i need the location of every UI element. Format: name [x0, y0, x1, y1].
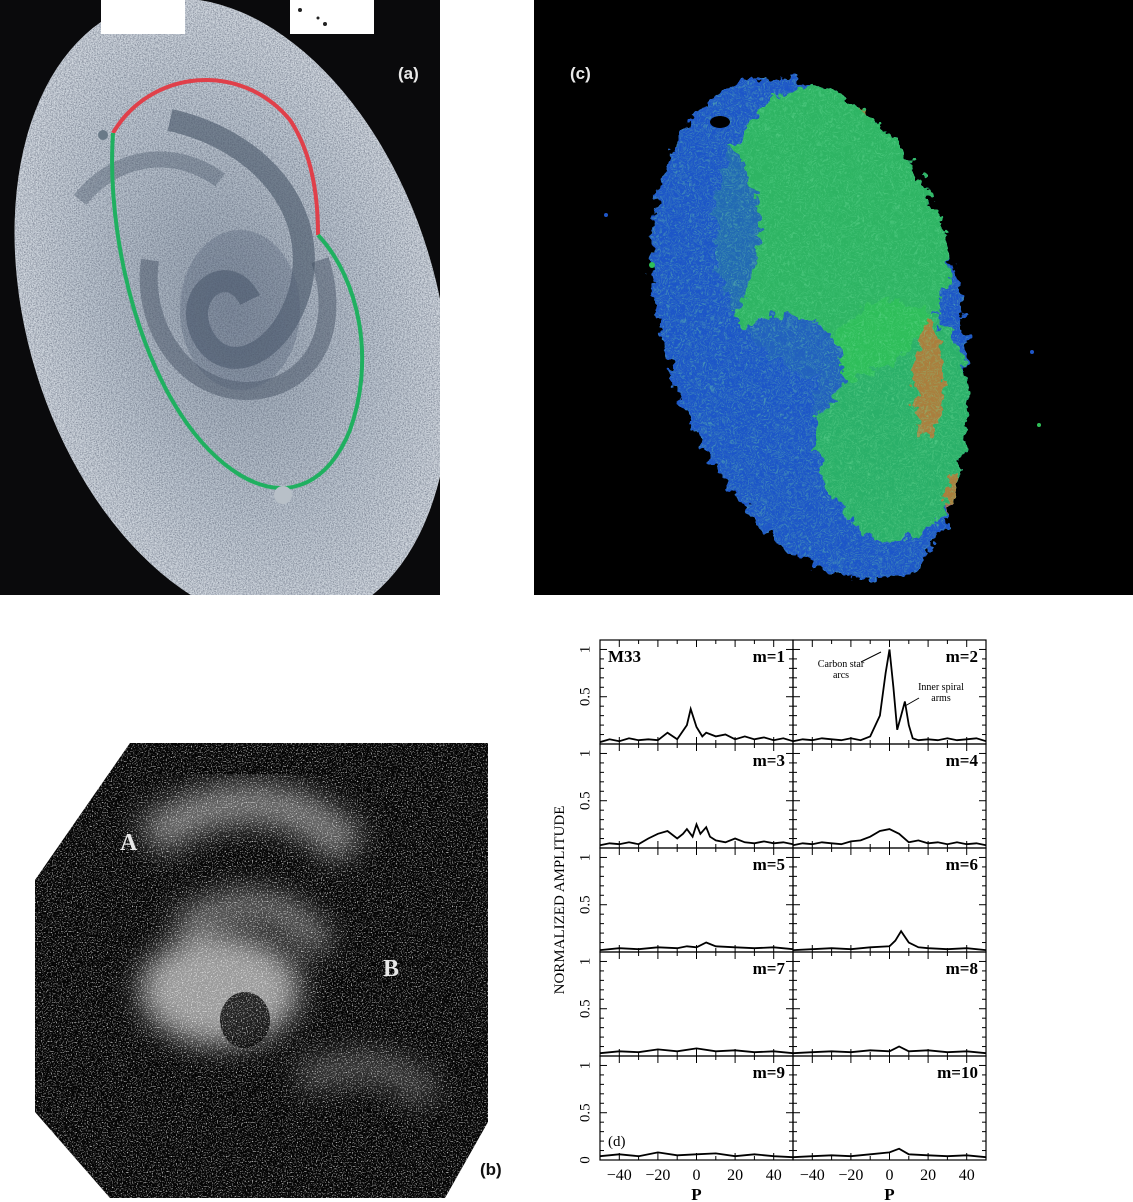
series-label: m=4	[946, 751, 979, 770]
y-tick-label: 0.5	[577, 687, 593, 706]
annotation-inner-spiral: arms	[931, 693, 951, 704]
x-tick-label: 20	[727, 1167, 743, 1184]
series-label: m=1	[753, 647, 785, 666]
y-tick-label: 0.5	[577, 895, 593, 914]
galaxy-name-label: M33	[608, 647, 641, 666]
series-label: m=7	[753, 959, 786, 978]
x-tick-label: −20	[645, 1167, 670, 1184]
series-line-m10	[792, 1147, 987, 1159]
series-label: m=2	[946, 647, 978, 666]
y-tick-label: 1	[577, 1062, 593, 1070]
series-line-m6	[792, 929, 987, 951]
series-line-m4	[792, 828, 987, 847]
region-label-b: B	[383, 956, 400, 982]
y-tick-label: 1	[577, 750, 593, 758]
series-line-m7	[599, 1047, 794, 1055]
foreground-star	[98, 130, 108, 140]
ellipse-upper-arc	[111, 78, 320, 236]
series-label: m=10	[937, 1063, 978, 1082]
panel-c-canvas	[604, 77, 1041, 578]
panel-a-galaxy-image: (a)	[0, 0, 440, 595]
x-tick-label: 20	[920, 1167, 936, 1184]
series-line-m9	[599, 1151, 794, 1159]
series-label: m=9	[753, 1063, 785, 1082]
series-line-m8	[792, 1045, 987, 1055]
series-label: m=8	[946, 959, 978, 978]
annotation-arrow	[904, 697, 920, 707]
series-line-m3	[599, 821, 794, 847]
panel-c-color-map: (c)	[534, 0, 1133, 595]
y-axis-label: NORMALIZED AMPLITUDE	[552, 806, 568, 995]
x-tick-label: 0	[886, 1167, 894, 1184]
series-line-m5	[599, 941, 794, 951]
x-axis-label: P	[691, 1185, 701, 1202]
x-axis-label: P	[884, 1185, 894, 1202]
x-tick-label: −40	[800, 1167, 825, 1184]
annotation-carbon-star: Carbon star	[818, 659, 865, 670]
panel-label-c: (c)	[570, 64, 591, 83]
panel-a-canvas	[14, 0, 440, 595]
y-tick-label: 0.5	[577, 1103, 593, 1122]
y-tick-label: 0	[577, 1156, 593, 1164]
series-line-m2	[792, 649, 987, 743]
y-tick-label: 1	[577, 958, 593, 966]
panel-label-a: (a)	[398, 64, 419, 83]
x-tick-label: 40	[766, 1167, 782, 1184]
series-label: m=3	[753, 751, 785, 770]
y-tick-label: 1	[577, 854, 593, 862]
series-label: m=6	[946, 855, 978, 874]
plate-label-patch	[290, 0, 374, 34]
annotation-carbon-star: arcs	[833, 670, 849, 681]
annotation-arrow	[860, 651, 882, 663]
x-tick-label: −40	[607, 1167, 632, 1184]
y-tick-label: 0.5	[577, 999, 593, 1018]
spectra-chart-svg: 0.5 1 m=1 m=2 0.5 1 m=3 m=4 0.5 1 m=5 m=6 0.5 1 m=7 m=8…	[552, 639, 987, 1202]
plate-label-patch	[101, 0, 185, 34]
y-tick-label: 0.5	[577, 791, 593, 810]
x-tick-label: 0	[693, 1167, 701, 1184]
series-line-m1	[599, 705, 794, 743]
series-label: m=5	[753, 855, 785, 874]
region-label-a: A	[120, 830, 138, 856]
masked-star	[710, 116, 730, 128]
foreground-star	[274, 486, 292, 504]
x-tick-label: 40	[959, 1167, 975, 1184]
panel-d-spectra-chart: 0.5 1 m=1 m=2 0.5 1 m=3 m=4 0.5 1 m=5 m=6 0.5 1 m=7 m=8…	[550, 630, 1133, 1202]
panel-b-canvas	[35, 743, 488, 1198]
y-tick-label: 1	[577, 646, 593, 654]
x-tick-label: −20	[838, 1167, 863, 1184]
annotation-inner-spiral: Inner spiral	[918, 682, 964, 693]
panel-b-star-map: A B (b)	[0, 700, 540, 1202]
panel-label-b: (b)	[480, 1160, 502, 1179]
panel-label-d: (d)	[608, 1134, 626, 1150]
